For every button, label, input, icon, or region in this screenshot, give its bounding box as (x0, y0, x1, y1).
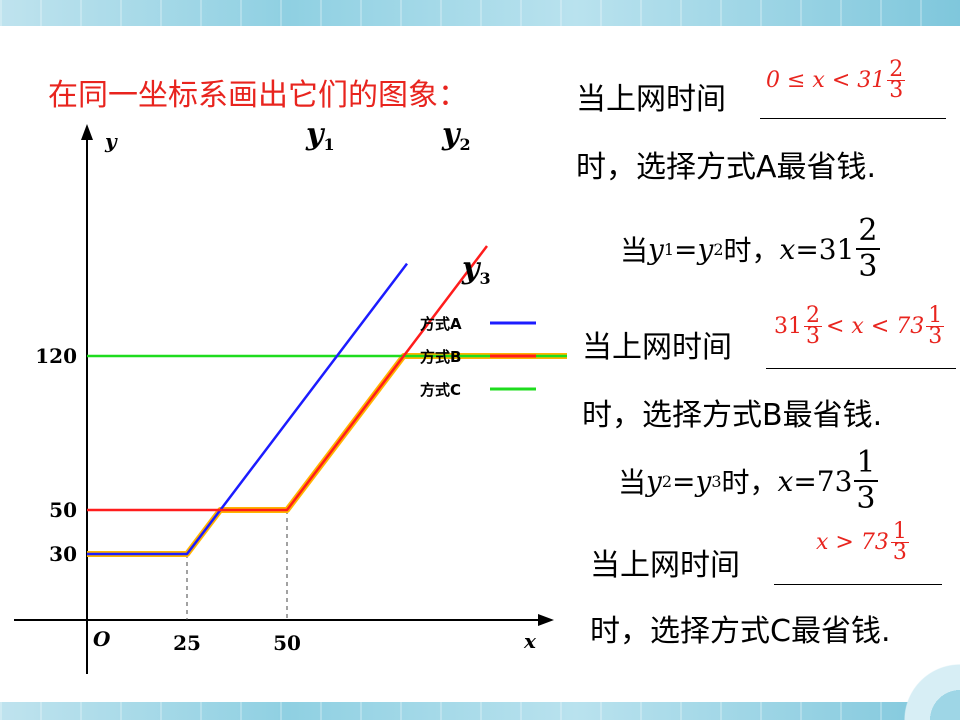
legend-label-0: 方式A (420, 315, 462, 333)
equation-1-y: y (648, 232, 664, 266)
series-line-y2 (87, 245, 488, 512)
answer-2-lower-whole: 31 (774, 314, 802, 339)
equation-2-sub-1: 2 (661, 471, 673, 491)
question-1-text: 当上网时间 (576, 82, 726, 117)
equation-2-x: x (777, 464, 794, 498)
question-2-text: 当上网时间 (582, 330, 732, 365)
equation-2-equals: = (672, 464, 696, 498)
legend-label-1: 方式B (420, 348, 461, 366)
x-axis-arrow (538, 614, 554, 626)
y-tick-label-50: 50 (49, 498, 77, 522)
answer-2: 31 2 3 < x < 73 1 3 (774, 303, 945, 349)
answer-2-upper-denominator: 3 (928, 324, 943, 349)
answer-2-middle: < x < 73 (826, 314, 925, 339)
equation-1-equals: = (674, 232, 698, 266)
answer-1: 0 ≤ x < 31 2 3 (766, 57, 906, 103)
series-line-y1 (87, 262, 408, 556)
equation-1-sub-2: 2 (713, 239, 724, 259)
answer-1-denominator: 3 (889, 78, 904, 103)
y-axis-arrow (81, 124, 93, 140)
answer-3-main: x > 73 (816, 530, 889, 555)
answer-3: x > 73 1 3 (816, 519, 909, 565)
equation-1-y2: y (697, 232, 714, 266)
series-line-min (87, 353, 567, 557)
answer-1-numerator: 2 (887, 57, 906, 82)
answer-2-blank (766, 328, 956, 369)
equation-2-value: =73 (793, 464, 853, 498)
answer-3-blank (774, 544, 942, 585)
answer-2-lower-denominator: 3 (806, 324, 820, 349)
bottom-decoration-band (0, 702, 960, 720)
y-tick-label-120: 120 (35, 344, 77, 368)
equation-2-numerator: 1 (854, 445, 878, 482)
equation-1-fraction: 2 3 (856, 213, 880, 284)
equation-2-y2: y (695, 464, 712, 498)
series-label-y2: y2 (441, 118, 471, 154)
legend-label-2: 方式C (420, 381, 461, 399)
y-axis-label: y (104, 129, 118, 153)
function-graph: x y O 30 50 120 25 50 y1 y2 y3 方式A 方式B 方式C (14, 118, 567, 674)
equation-1-x: x (779, 232, 796, 266)
answer-1-fraction: 2 3 (887, 57, 906, 103)
answer-1-blank (760, 78, 946, 119)
equation-1-prefix: 当 (620, 234, 649, 267)
equation-1-mid: 时， (723, 234, 780, 267)
equation-2-denominator: 3 (856, 481, 876, 516)
origin-label: O (93, 627, 111, 651)
series-label-y1: y1 (305, 118, 335, 154)
y-tick-label-30: 30 (49, 542, 77, 566)
equation-1-sub-1: 1 (663, 239, 675, 259)
result-2-text: 时，选择方式B最省钱. (582, 398, 883, 433)
slide-heading: 在同一坐标系画出它们的图象： (48, 78, 468, 113)
answer-2-lower-fraction: 2 3 (804, 303, 822, 349)
x-tick-label-25: 25 (173, 631, 201, 655)
result-3-text: 时，选择方式C最省钱. (590, 614, 891, 649)
series-label-y3: y3 (461, 251, 491, 288)
x-axis-label: x (523, 629, 537, 653)
answer-2-upper-fraction: 1 3 (926, 303, 945, 349)
corner-decoration (900, 640, 960, 720)
equation-2-mid: 时， (721, 466, 778, 499)
answer-3-denominator: 3 (892, 540, 907, 565)
answer-1-main: 0 ≤ x < 31 (766, 68, 886, 93)
x-tick-label-50: 50 (273, 631, 301, 655)
equation-2-y: y (646, 464, 662, 498)
top-decoration-band (0, 0, 960, 26)
equation-1-value: =31 (795, 232, 855, 266)
answer-2-lower-numerator: 2 (804, 303, 822, 328)
equation-1-denominator: 3 (858, 249, 878, 284)
equation-2-fraction: 1 3 (854, 445, 878, 516)
result-1-text: 时，选择方式A最省钱. (576, 150, 877, 185)
question-3-text: 当上网时间 (590, 548, 740, 583)
equation-2-prefix: 当 (618, 466, 647, 499)
answer-3-numerator: 1 (890, 519, 909, 544)
answer-2-upper-numerator: 1 (926, 303, 945, 328)
answer-3-fraction: 1 3 (890, 519, 909, 565)
equation-2-sub-2: 3 (711, 471, 722, 491)
equation-1-numerator: 2 (856, 213, 880, 250)
